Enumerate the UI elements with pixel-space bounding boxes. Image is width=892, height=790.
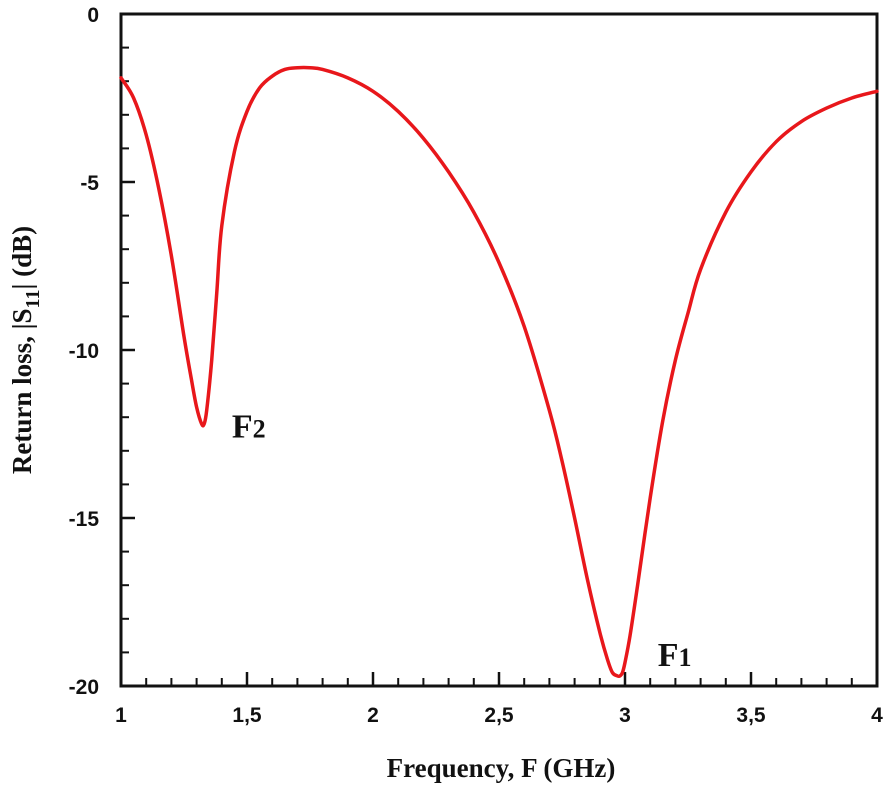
x-axis-label: Frequency, F (GHz) [387, 753, 616, 783]
x-tick-label: 3 [619, 704, 631, 727]
x-tick-label: 4 [871, 704, 883, 727]
y-axis-label-suffix: | (dB) [7, 226, 37, 290]
resonance-label-f1: F1 [658, 637, 692, 674]
x-tick-label: 1 [115, 704, 127, 727]
plot-frame [119, 12, 879, 688]
y-axis-label: Return loss, |S11| (dB) [7, 226, 44, 474]
resonance-label-letter: F [658, 637, 679, 674]
resonance-label-subscript: 1 [679, 643, 692, 672]
y-tick-label: -10 [69, 340, 99, 363]
resonance-label-f2: F2 [232, 408, 266, 445]
x-tick-label: 2 [367, 704, 379, 727]
x-tick-label: 3,5 [736, 704, 766, 727]
y-axis-label-subscript: 11 [22, 290, 44, 309]
major-ticks [119, 12, 879, 688]
resonance-label-letter: F [232, 408, 253, 445]
y-tick-label: -15 [69, 508, 100, 531]
y-tick-label: -5 [80, 172, 99, 195]
y-tick-label: -20 [69, 676, 99, 699]
y-tick-label: 0 [87, 4, 99, 27]
x-tick-label: 1,5 [232, 704, 262, 727]
return-loss-series-line [119, 65, 879, 679]
y-axis-label-prefix: Return loss, |S [7, 308, 37, 474]
minor-ticks [121, 46, 853, 686]
tick-labels: 1 1,5 2 2,5 3 3,5 4 0 -5 -10 -15 -20 [69, 4, 884, 727]
resonance-label-subscript: 2 [253, 414, 266, 443]
x-tick-label: 2,5 [484, 704, 514, 727]
